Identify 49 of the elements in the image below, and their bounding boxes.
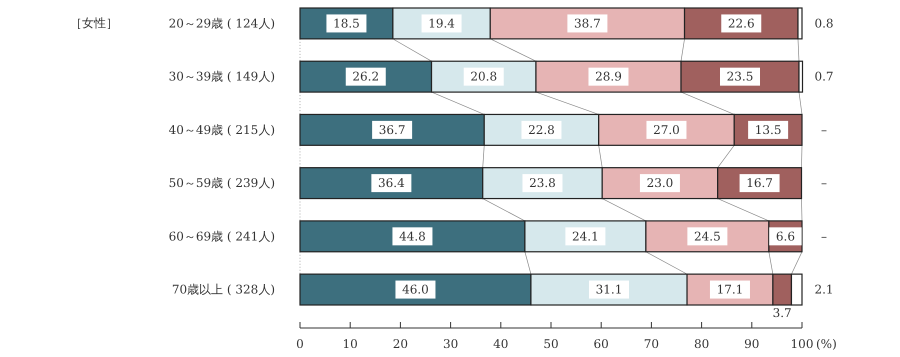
- data-label: 19.4: [428, 16, 456, 30]
- x-tick-label: 0: [296, 337, 304, 351]
- data-label: 46.0: [402, 282, 429, 297]
- x-tick-label: 50: [543, 337, 559, 351]
- data-label: 44.8: [399, 229, 426, 244]
- data-label: 28.9: [595, 70, 622, 84]
- y-tick-label: 20～29歳 ( 124人): [168, 16, 275, 30]
- data-label: 23.5: [726, 70, 754, 84]
- data-label: 23.0: [646, 176, 674, 190]
- data-label: 2.1: [814, 282, 834, 297]
- data-label: 38.7: [574, 16, 601, 30]
- data-label: 24.5: [694, 229, 721, 244]
- x-tick-label: 70: [644, 337, 660, 351]
- data-label: 3.7: [772, 306, 792, 320]
- y-tick-label: 50～59歳 ( 239人): [168, 176, 275, 190]
- data-label: 24.1: [572, 229, 599, 244]
- x-tick-label: 80: [694, 337, 710, 351]
- y-tick-label: 60～69歳 ( 241人): [168, 229, 275, 244]
- x-tick-label: 100: [790, 337, 814, 351]
- data-label: 27.0: [653, 122, 680, 137]
- data-label: 36.7: [378, 122, 406, 137]
- data-label: 23.8: [529, 176, 556, 190]
- x-tick-label: 90: [744, 337, 760, 351]
- data-label: –: [821, 176, 827, 190]
- data-label: 22.6: [728, 16, 755, 30]
- data-label: –: [821, 229, 827, 244]
- x-tick-label: 60: [594, 337, 609, 351]
- data-label: 13.5: [754, 122, 782, 137]
- x-tick-label: 20: [392, 337, 408, 351]
- x-tick-label: 30: [442, 337, 458, 351]
- x-tick-label: 10: [342, 337, 358, 351]
- data-label: 20.8: [470, 70, 498, 84]
- x-tick-label: 40: [493, 337, 508, 351]
- y-tick-label: 70歳以上 ( 328人): [172, 282, 275, 297]
- data-label: 17.1: [716, 282, 744, 297]
- data-label: 26.2: [352, 70, 380, 84]
- data-label: 22.8: [528, 122, 555, 137]
- x-axis-title: (%): [816, 337, 837, 351]
- data-label: 18.5: [333, 16, 360, 30]
- data-label: 6.6: [776, 229, 795, 244]
- y-tick-label: 30～39歳 ( 149人): [168, 70, 275, 84]
- data-label: 0.7: [814, 70, 834, 84]
- data-label: 36.4: [378, 176, 406, 190]
- data-label: 0.8: [814, 16, 834, 30]
- data-label: 16.7: [746, 176, 773, 190]
- y-tick-label: 40～49歳 ( 215人): [168, 122, 275, 137]
- text: ［女性］: [70, 16, 118, 30]
- data-label: –: [821, 122, 827, 137]
- data-label: 31.1: [596, 282, 622, 297]
